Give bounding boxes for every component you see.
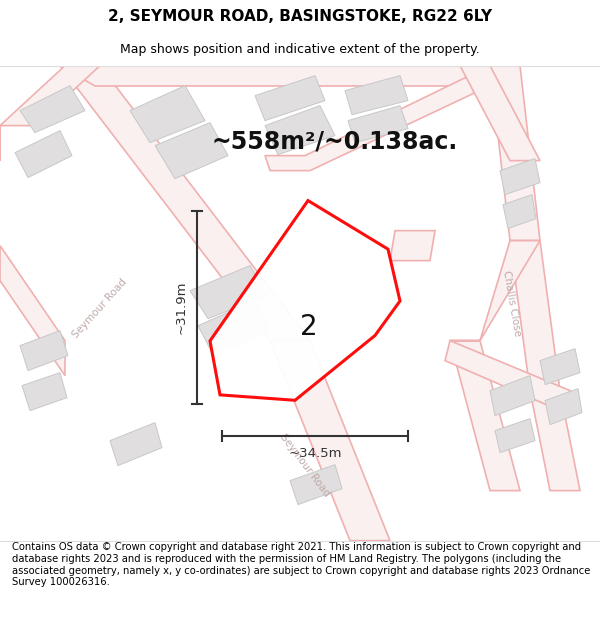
Text: 2, SEYMOUR ROAD, BASINGSTOKE, RG22 6LY: 2, SEYMOUR ROAD, BASINGSTOKE, RG22 6LY [108, 9, 492, 24]
Polygon shape [500, 159, 540, 194]
Text: 2: 2 [300, 314, 317, 341]
Polygon shape [545, 389, 582, 424]
Polygon shape [460, 66, 540, 161]
Polygon shape [270, 341, 390, 541]
Polygon shape [60, 66, 490, 86]
Polygon shape [540, 349, 580, 384]
Polygon shape [0, 66, 100, 161]
Text: Map shows position and indicative extent of the property.: Map shows position and indicative extent… [120, 44, 480, 56]
Polygon shape [130, 86, 205, 142]
Text: ~34.5m: ~34.5m [288, 448, 342, 461]
Polygon shape [503, 194, 536, 229]
Polygon shape [15, 131, 72, 178]
Polygon shape [20, 331, 68, 371]
Text: Seymour Road: Seymour Road [278, 432, 332, 498]
Text: Challis Close: Challis Close [501, 269, 523, 337]
Polygon shape [265, 66, 490, 171]
Polygon shape [348, 106, 408, 142]
Polygon shape [510, 241, 560, 391]
Polygon shape [490, 376, 535, 416]
Polygon shape [60, 66, 310, 341]
Polygon shape [155, 122, 228, 179]
Text: ~31.9m: ~31.9m [175, 281, 187, 334]
Polygon shape [445, 341, 570, 411]
Polygon shape [0, 246, 65, 376]
Polygon shape [290, 464, 342, 504]
Polygon shape [210, 201, 400, 400]
Text: Seymour Road: Seymour Road [71, 277, 129, 340]
Polygon shape [450, 341, 520, 491]
Polygon shape [495, 419, 535, 452]
Polygon shape [22, 372, 67, 411]
Polygon shape [530, 391, 580, 491]
Polygon shape [265, 106, 335, 154]
Polygon shape [390, 231, 435, 261]
Polygon shape [190, 266, 268, 319]
Polygon shape [20, 86, 85, 132]
Text: Contains OS data © Crown copyright and database right 2021. This information is : Contains OS data © Crown copyright and d… [12, 542, 590, 587]
Polygon shape [255, 76, 325, 121]
Polygon shape [345, 76, 408, 114]
Polygon shape [110, 422, 162, 466]
Text: ~558m²/~0.138ac.: ~558m²/~0.138ac. [212, 129, 458, 153]
Polygon shape [450, 241, 540, 341]
Polygon shape [198, 301, 270, 354]
Polygon shape [490, 66, 540, 241]
